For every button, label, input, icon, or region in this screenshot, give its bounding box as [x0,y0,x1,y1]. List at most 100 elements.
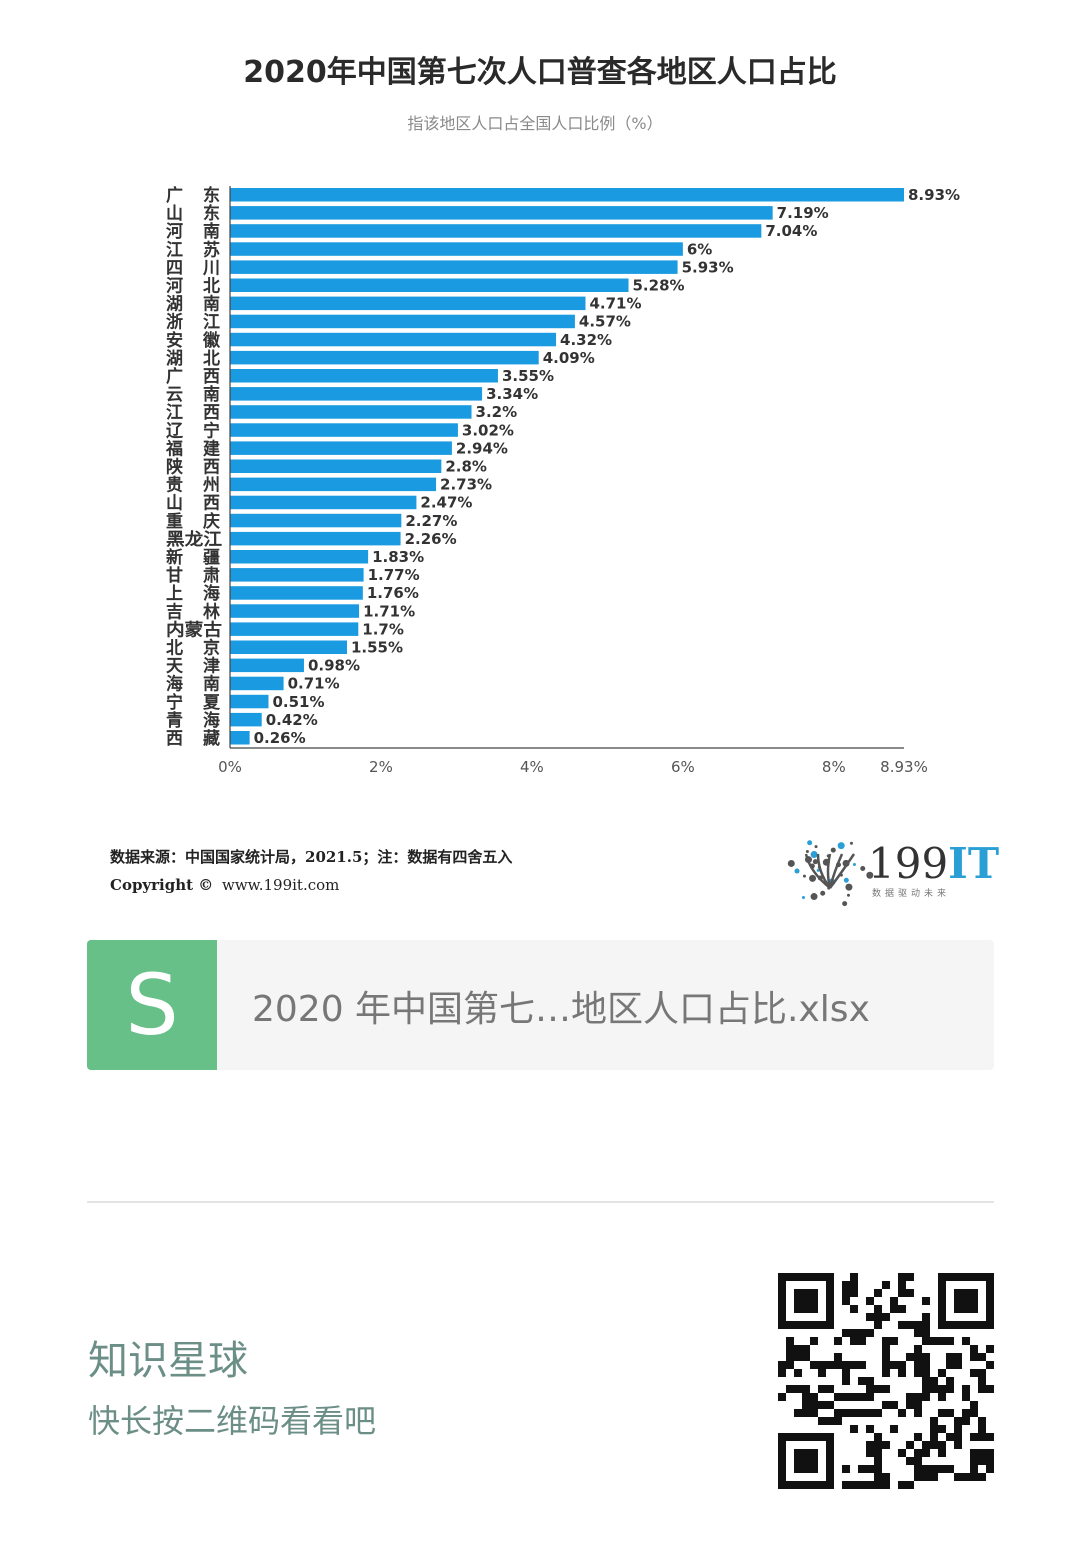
category-label: 广东 [166,185,220,206]
x-tick-label: 2% [369,758,393,776]
value-label: 0.51% [272,693,324,711]
category-label: 黑龙江 [166,529,222,550]
logo-it: IT [948,839,999,888]
value-label: 4.09% [543,349,595,367]
source-url: www.199it.com [222,876,339,894]
chart-title: 2020年中国第七次人口普查各地区人口占比 [243,55,837,90]
x-tick-labels: 0% 2% 4% 6% 8% 8.93% [218,758,928,776]
copyright-label: Copyright © [110,876,213,894]
bar-湖北 [230,350,539,365]
category-label: 山东 [166,203,220,224]
value-label: 2.26% [405,530,457,548]
bar-广东 [230,188,904,202]
value-label: 1.55% [351,639,403,657]
bar-吉林 [230,604,360,618]
value-label: 5.93% [682,258,734,276]
bar-甘肃 [230,568,364,582]
bar-河北 [230,278,629,292]
value-label: 7.04% [765,222,817,240]
value-label: 4.32% [560,331,612,349]
spreadsheet-file-icon: S [87,940,217,1070]
value-label: 1.83% [372,548,424,566]
svg-text:199IT: 199IT [868,839,999,888]
value-label: 0.42% [266,711,318,729]
category-label: 北京 [166,638,220,659]
category-label: 云南 [166,384,220,405]
category-label: 河南 [166,221,220,242]
category-label: 内蒙古 [166,619,222,640]
category-labels: 广东山 东河 南江 苏四 川河 北湖 南浙 江安 徽湖 北广 西云 南江 西辽 宁福 建陕 西贵 州山 西重 庆黑龙… [165,185,222,749]
bar-江西 [230,405,472,419]
promo-subtitle: 快长按二维码看看吧 [88,1402,377,1440]
bar-陕西 [230,459,442,473]
bar-宁夏 [230,694,269,709]
bar-天津 [230,658,304,673]
qr-code-icon[interactable] [778,1273,994,1489]
file-name: 2020 年中国第七…地区人口占比.xlsx [252,989,870,1030]
bar-辽宁 [230,423,458,437]
brand-logo: 199IT 数据驱动未来 [787,839,999,907]
category-label: 西藏 [166,729,220,749]
category-label: 青海 [166,710,220,731]
value-label: 2.94% [456,439,508,457]
source-note: 数据来源：中国国家统计局，2021.5；注：数据有四舍五入 [110,848,512,866]
bar-新疆 [230,550,369,564]
category-label: 河北 [166,277,220,297]
category-label: 浙江 [166,312,220,333]
category-label: 重庆 [166,511,220,532]
value-label: 3.2% [476,403,518,421]
bar-云南 [230,387,483,401]
category-label: 江苏 [166,239,220,260]
category-label: 天津 [166,656,220,677]
category-label: 山西 [166,494,220,514]
category-label: 新疆 [166,547,220,568]
value-label: 1.71% [363,602,415,620]
logo-dots-icon [787,840,874,907]
x-tick-label: 8.93% [880,758,928,776]
category-label: 湖南 [166,294,220,315]
value-labels: 8.93% 7.19%7.04% 6%5.93%5.28%4.71%4.57%4.3… [254,186,960,747]
category-label: 安徽 [166,330,221,351]
value-label: 2.73% [440,476,492,494]
value-label: 2.8% [445,458,487,476]
bar-河南 [230,224,762,238]
value-label: 2.27% [405,512,457,530]
category-label: 江西 [166,403,220,423]
value-label: 3.55% [502,367,554,385]
bar-海南 [230,676,284,691]
logo-number: 199 [868,839,948,888]
category-label: 福建 [165,438,220,459]
bar-贵州 [230,477,437,492]
file-attachment-card[interactable]: S 2020 年中国第七…地区人口占比.xlsx [87,940,994,1070]
promo-title: 知识星球 [88,1338,248,1384]
value-label: 0.26% [254,729,306,747]
logo-slogan: 数据驱动未来 [872,887,950,899]
bar-山西 [230,495,417,510]
value-label: 1.7% [362,620,404,638]
chart-subtitle: 指该地区人口占全国人口比例（%） [407,114,662,133]
value-label: 1.76% [367,584,419,602]
value-label: 7.19% [777,204,829,222]
category-label: 宁夏 [166,692,221,713]
category-label: 广西 [166,366,220,387]
value-label: 6% [687,240,712,258]
category-label: 四川 [166,258,220,278]
bar-重庆 [230,513,402,528]
x-tick-label: 8% [822,758,846,776]
bar-西藏 [230,731,250,745]
value-label: 4.57% [579,313,631,331]
category-label: 海南 [166,674,220,695]
category-label: 陕西 [166,457,220,478]
value-label: 1.77% [368,566,420,584]
value-label: 8.93% [908,186,960,204]
value-label: 3.34% [486,385,538,403]
value-label: 0.98% [308,657,360,675]
bar-安徽 [230,332,557,347]
bar-广西 [230,369,498,383]
category-label: 上海 [166,583,220,604]
bar-浙江 [230,314,575,329]
value-label: 0.71% [288,675,340,693]
category-label: 贵州 [166,475,220,496]
file-icon-letter: S [125,956,179,1054]
bar-group [230,188,904,745]
